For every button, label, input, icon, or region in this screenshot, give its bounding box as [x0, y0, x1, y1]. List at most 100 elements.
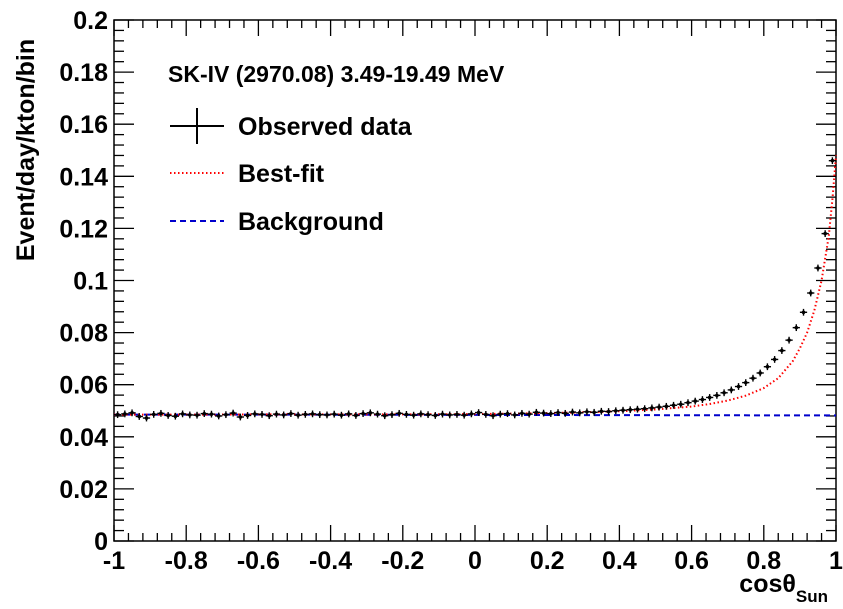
data-point: [742, 379, 750, 387]
y-tick-label: 0.12: [59, 215, 108, 243]
data-point: [706, 394, 714, 401]
data-point: [547, 410, 555, 418]
data-point: [503, 410, 512, 418]
data-point: [785, 336, 793, 344]
data-point: [799, 308, 808, 316]
data-point: [604, 408, 613, 415]
y-tick-label: 0: [94, 528, 108, 556]
data-point: [142, 414, 151, 422]
data-point: [308, 410, 317, 418]
observed-data-series: [114, 157, 836, 422]
legend-label-observed: Observed data: [238, 113, 413, 141]
y-tick-label: 0.18: [59, 59, 108, 87]
x-tick-label: 0.2: [530, 547, 565, 575]
data-point: [612, 407, 620, 415]
data-point: [171, 412, 179, 420]
x-tick-label: 0.6: [674, 547, 709, 575]
data-point: [373, 410, 382, 418]
data-point: [568, 408, 577, 416]
x-tick-label: 1: [829, 547, 843, 575]
data-point: [677, 400, 685, 408]
y-tick-label: 0.14: [59, 163, 108, 191]
legend-item-observed: Observed data: [170, 108, 413, 144]
data-point: [821, 230, 829, 237]
data-point: [402, 411, 411, 418]
data-point: [489, 412, 497, 420]
best-fit-line: [114, 155, 837, 416]
data-point: [511, 411, 519, 419]
data-point: [727, 386, 735, 394]
data-point: [258, 411, 266, 418]
data-point: [150, 411, 158, 418]
x-tick-label: -0.6: [237, 547, 280, 575]
y-tick-label: 0.02: [59, 476, 108, 504]
x-tick-label: -1: [103, 547, 125, 575]
data-point: [691, 397, 699, 405]
data-point: [734, 383, 743, 390]
data-point: [453, 411, 461, 418]
y-axis-title: Event/day/kton/bin: [12, 39, 40, 261]
data-point: [164, 412, 172, 419]
data-point: [345, 410, 353, 418]
data-point: [330, 410, 338, 418]
data-point: [301, 411, 309, 418]
x-axis-title: cosθSun: [739, 570, 828, 606]
data-point: [518, 409, 526, 417]
data-point: [496, 410, 504, 418]
x-tick-label: -0.4: [309, 547, 352, 575]
legend: Observed data Best-fit Background: [170, 108, 413, 236]
data-point: [662, 402, 670, 410]
data-point: [763, 363, 772, 371]
data-point: [431, 412, 439, 419]
x-tick-label: 0: [468, 547, 482, 575]
data-point: [828, 157, 836, 165]
data-point: [561, 409, 569, 417]
data-point: [525, 410, 533, 418]
data-point: [641, 405, 649, 413]
data-point: [633, 405, 642, 413]
data-point: [669, 401, 678, 409]
data-point: [460, 411, 468, 419]
data-point: [272, 410, 281, 418]
data-point: [554, 409, 562, 416]
data-point: [438, 410, 447, 418]
data-point: [626, 406, 634, 414]
y-tick-label: 0.06: [59, 372, 108, 400]
data-point: [359, 410, 367, 418]
x-tick-labels: -1 -0.8 -0.6 -0.4 -0.2 0 0.2 0.4 0.6 0.8 1: [103, 547, 843, 575]
data-point: [583, 408, 591, 416]
data-point: [207, 410, 216, 418]
data-point: [316, 411, 324, 419]
plot-frame: [113, 19, 837, 542]
data-point: [539, 409, 548, 417]
x-axis-title-main: cosθ: [739, 570, 796, 598]
data-point: [265, 412, 273, 420]
data-point: [200, 410, 208, 418]
y-tick-label: 0.1: [73, 268, 108, 296]
x-tick-label: 0.8: [746, 547, 781, 575]
chart-header: SK-IV (2970.08) 3.49-19.49 MeV: [168, 61, 505, 87]
data-point: [251, 410, 259, 418]
data-point: [193, 411, 201, 419]
data-point: [482, 411, 490, 418]
data-point: [114, 411, 122, 419]
best-fit-series: [114, 155, 837, 416]
y-tick-label: 0.2: [73, 7, 108, 35]
data-point: [792, 324, 800, 332]
data-point: [771, 356, 779, 363]
data-point: [337, 411, 346, 419]
axis-ticks: [113, 19, 837, 542]
data-point: [475, 409, 483, 416]
data-point: [381, 412, 389, 420]
data-point: [698, 396, 707, 403]
y-tick-labels: 0 0.02 0.04 0.06 0.08 0.1 0.12 0.14 0.16 0.18 0.2: [59, 7, 108, 556]
legend-label-background: Background: [238, 208, 384, 236]
data-point: [532, 408, 540, 416]
data-point: [186, 411, 194, 419]
data-point: [684, 399, 692, 407]
data-point: [395, 409, 403, 417]
data-point: [713, 391, 721, 399]
x-tick-label: -0.8: [165, 547, 208, 575]
y-tick-label: 0.16: [59, 111, 108, 139]
data-point: [294, 411, 302, 419]
